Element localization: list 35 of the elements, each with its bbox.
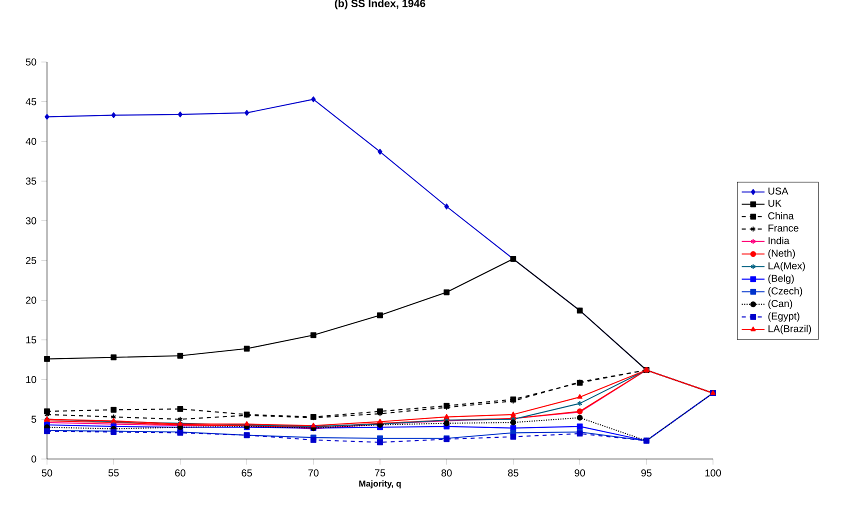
y-tick-label: 25	[26, 256, 36, 264]
legend-label: India	[768, 236, 790, 244]
legend-label: (Czech)	[768, 287, 802, 296]
x-tick-label: 75	[374, 469, 386, 476]
y-tick-label: 15	[26, 336, 36, 344]
legend-label: USA	[768, 188, 788, 195]
x-tick-label: 50	[42, 469, 52, 476]
legend-label: (Neth)	[768, 249, 795, 259]
x-tick-label: 90	[574, 469, 585, 476]
y-tick-label: 35	[26, 178, 36, 185]
x-tick-label: 80	[441, 469, 452, 476]
legend-label: (Belg)	[768, 274, 794, 284]
x-tick-label: 70	[308, 469, 319, 476]
y-tick-label: 45	[26, 98, 36, 106]
x-axis-title: Majority, q	[359, 480, 401, 488]
x-tick-label: 95	[641, 469, 652, 476]
y-tick-label: 30	[26, 217, 36, 224]
legend-label: (Egypt)	[768, 312, 800, 322]
legend-label: LA(Brazil)	[768, 324, 812, 334]
x-tick-label: 60	[175, 469, 186, 476]
y-tick-label: 0	[31, 455, 36, 463]
y-tick-label: 50	[26, 58, 36, 66]
x-tick-label: 65	[242, 469, 252, 476]
legend-label: (Can)	[768, 300, 792, 310]
legend-label: China	[768, 212, 794, 220]
legend-label: LA(Mex)	[768, 262, 805, 272]
y-tick-label: 5	[31, 416, 36, 423]
legend-label: France	[768, 224, 798, 232]
legend-label: UK	[768, 200, 782, 207]
y-tick-label: 40	[26, 138, 36, 145]
x-tick-label: 100	[705, 469, 721, 476]
x-tick-label: 85	[508, 469, 518, 476]
x-tick-label: 55	[108, 469, 119, 476]
y-tick-label: 20	[26, 296, 36, 304]
y-tick-label: 10	[26, 376, 36, 384]
